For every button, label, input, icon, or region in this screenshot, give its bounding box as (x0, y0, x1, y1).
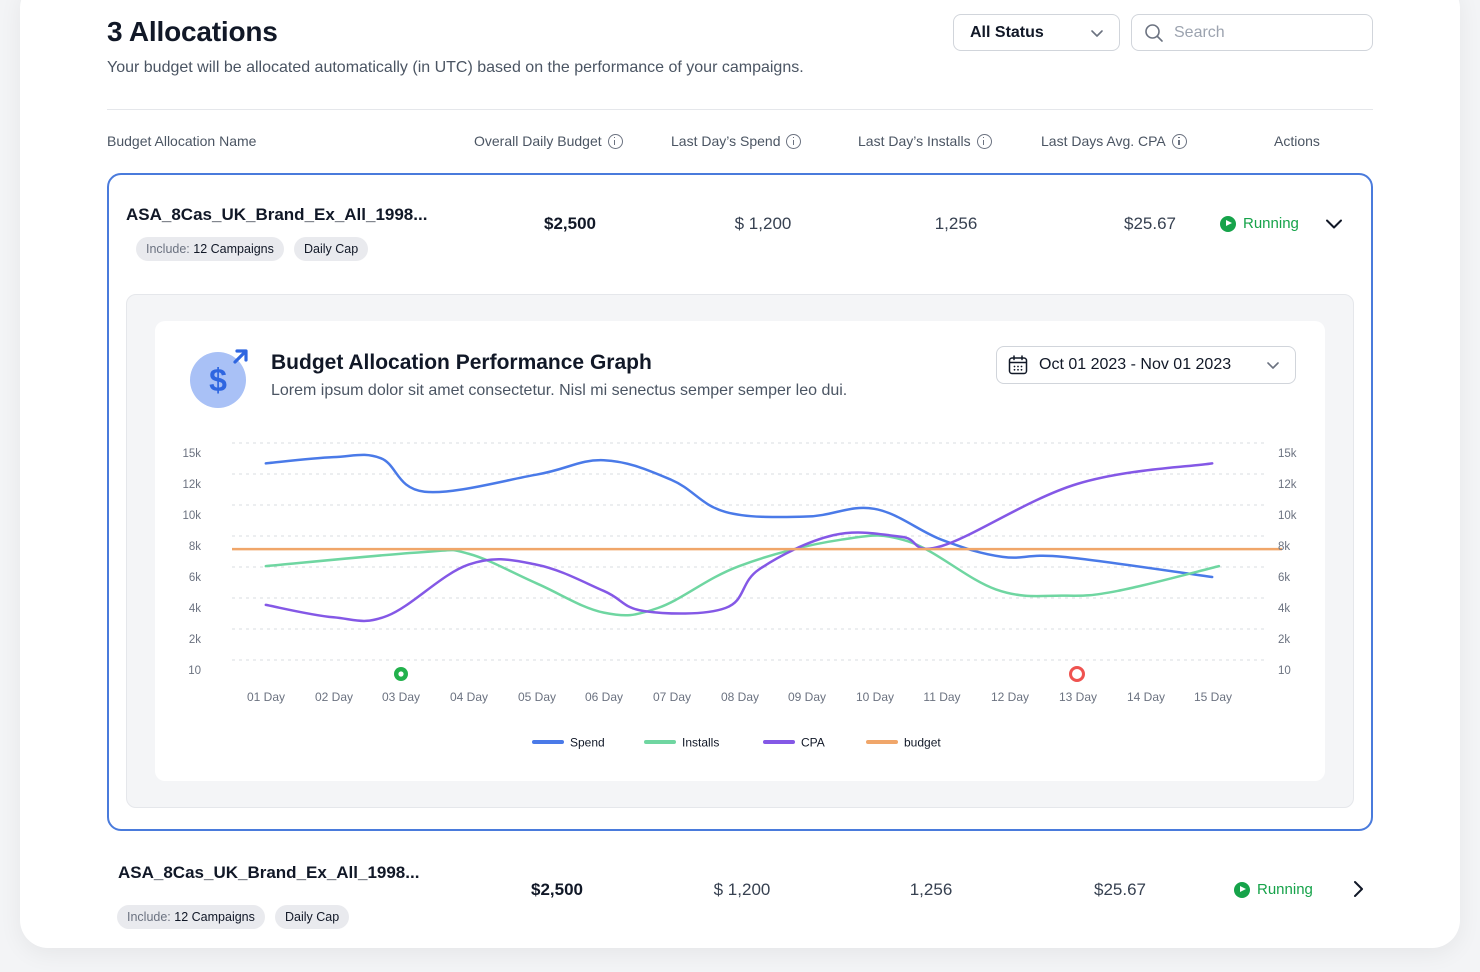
overall-daily-budget: $2,500 (531, 880, 583, 899)
allocation-name[interactable]: ASA_8Cas_UK_Brand_Ex_All_1998... (118, 863, 420, 882)
date-range-value: Oct 01 2023 - Nov 01 2023 (1039, 356, 1232, 373)
graph-title: Budget Allocation Performance Graph (271, 351, 652, 374)
last-day-installs: 1,256 (934, 214, 978, 233)
include-chip: Include: 12 Campaigns (136, 237, 284, 261)
last-day-spend: $ 1,200 (734, 214, 792, 233)
play-icon (1220, 215, 1236, 232)
last-day-installs: 1,256 (909, 880, 953, 899)
search-input[interactable] (1172, 22, 1356, 43)
status-filter-value: All Status (970, 23, 1044, 41)
overall-daily-budget: $2,500 (544, 214, 596, 233)
info-icon[interactable] (786, 133, 802, 149)
graph-description: Lorem ipsum dolor sit amet consectetur. … (271, 382, 848, 399)
col-header-installs: Last Day’s Installs (858, 133, 992, 149)
last-days-avg-cpa: $25.67 (1124, 214, 1176, 233)
page-subtitle: Your budget will be allocated automatica… (107, 59, 804, 76)
info-icon[interactable] (976, 133, 992, 149)
calendar-icon (1008, 355, 1028, 375)
last-days-avg-cpa: $25.67 (1094, 880, 1146, 899)
dollar-growth-icon: $ (190, 349, 248, 408)
play-icon (1234, 881, 1250, 898)
expand-chevron-icon[interactable] (1348, 879, 1368, 899)
info-icon[interactable] (607, 133, 623, 149)
chevron-down-icon (1267, 362, 1279, 369)
status-badge: Running (1220, 215, 1299, 232)
search-box[interactable] (1131, 14, 1373, 51)
info-icon[interactable] (1171, 133, 1187, 149)
daily-cap-chip: Daily Cap (275, 905, 350, 929)
page-title: 3 Allocations (107, 16, 278, 47)
last-day-spend: $ 1,200 (713, 880, 771, 899)
header-divider (107, 109, 1373, 110)
collapse-chevron-icon[interactable] (1324, 214, 1344, 234)
status-filter-select[interactable]: All Status (953, 14, 1120, 51)
col-header-cpa: Last Days Avg. CPA (1041, 133, 1187, 149)
search-icon (1145, 23, 1163, 42)
col-header-budget: Overall Daily Budget (474, 133, 623, 149)
include-chip: Include: 12 Campaigns (117, 905, 265, 929)
status-badge: Running (1234, 881, 1313, 898)
col-header-name: Budget Allocation Name (107, 133, 257, 149)
chevron-down-icon (1091, 29, 1103, 37)
daily-cap-chip: Daily Cap (294, 237, 369, 261)
svg-text:$: $ (209, 362, 227, 398)
date-range-picker[interactable]: Oct 01 2023 - Nov 01 2023 (996, 346, 1296, 384)
col-header-spend: Last Day’s Spend (671, 133, 802, 149)
allocation-name[interactable]: ASA_8Cas_UK_Brand_Ex_All_1998... (126, 205, 428, 224)
col-header-actions: Actions (1274, 133, 1320, 149)
